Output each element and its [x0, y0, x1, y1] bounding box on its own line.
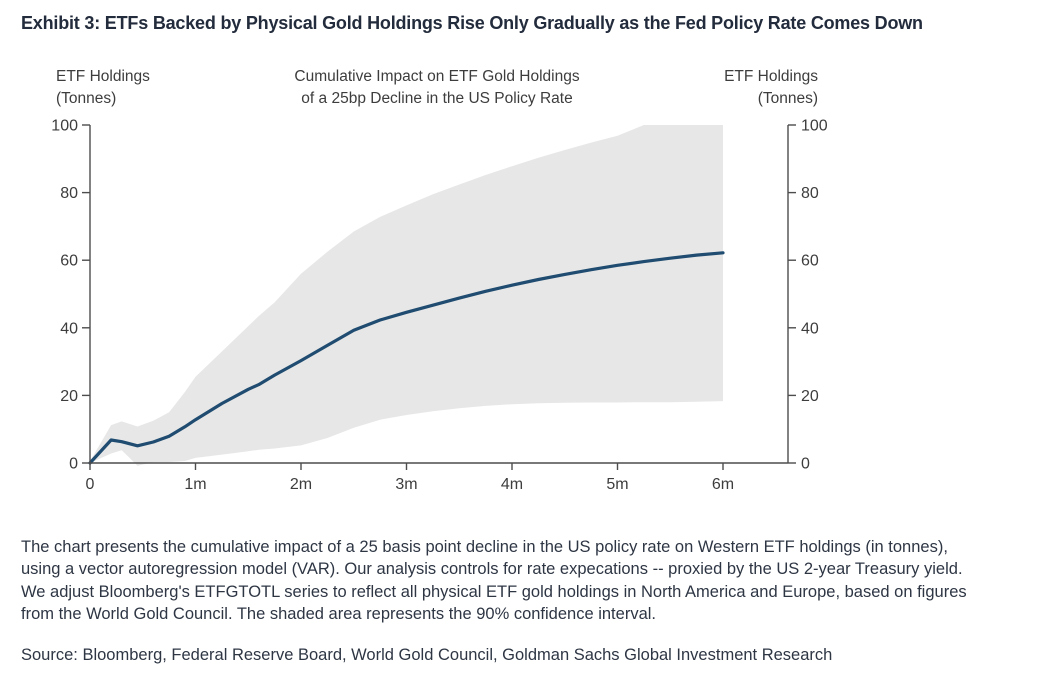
impact-line [88, 251, 725, 465]
x-tick-label: 1m [184, 476, 206, 493]
left-tick-label: 60 [60, 253, 78, 270]
left-tick-label: 100 [51, 118, 78, 135]
left-tick-label: 40 [60, 320, 78, 337]
right-tick-label: 40 [801, 320, 819, 337]
left-axis-title-line1: ETF Holdings [56, 68, 150, 85]
footnote-line-3: We adjust Bloomberg's ETFGTOTL series to… [21, 582, 967, 601]
axes-layer [82, 124, 796, 470]
footnote-line-4: from the World Gold Council. The shaded … [21, 605, 656, 624]
footnote-line-2: using a vector autoregression model (VAR… [21, 560, 963, 579]
etf-holdings-chart: ETF Holdings (Tonnes) Cumulative Impact … [51, 68, 828, 494]
left-tick-label: 0 [69, 456, 78, 473]
footnote-block: The chart presents the cumulative impact… [21, 536, 967, 626]
line-series-layer [88, 251, 725, 465]
x-tick-label: 5m [606, 476, 628, 493]
chart-title-line2: of a 25bp Decline in the US Policy Rate [301, 90, 572, 107]
footnote-line-1: The chart presents the cumulative impact… [21, 538, 948, 556]
chart-area: ETF Holdings (Tonnes) Cumulative Impact … [0, 48, 1057, 518]
confidence-band [90, 125, 723, 466]
x-tick-label: 0 [86, 476, 95, 493]
right-axis-title-line1: ETF Holdings [724, 68, 818, 85]
left-tick-label: 20 [60, 388, 78, 405]
right-axis-title-line2: (Tonnes) [758, 90, 818, 107]
left-tick-label: 80 [60, 185, 78, 202]
source-text: Source: Bloomberg, Federal Reserve Board… [21, 646, 833, 664]
x-tick-label: 4m [501, 476, 523, 493]
right-tick-label: 80 [801, 185, 819, 202]
x-tick-label: 2m [290, 476, 312, 493]
right-tick-label: 100 [801, 118, 828, 135]
x-tick-label: 3m [395, 476, 417, 493]
right-tick-label: 0 [801, 456, 810, 473]
chart-title-line1: Cumulative Impact on ETF Gold Holdings [294, 68, 579, 85]
right-tick-label: 60 [801, 253, 819, 270]
exhibit-title: Exhibit 3: ETFs Backed by Physical Gold … [21, 13, 923, 33]
left-axis-title-line2: (Tonnes) [56, 90, 116, 107]
confidence-band-layer [90, 125, 723, 466]
right-tick-label: 20 [801, 388, 819, 405]
x-tick-label: 6m [712, 476, 734, 493]
